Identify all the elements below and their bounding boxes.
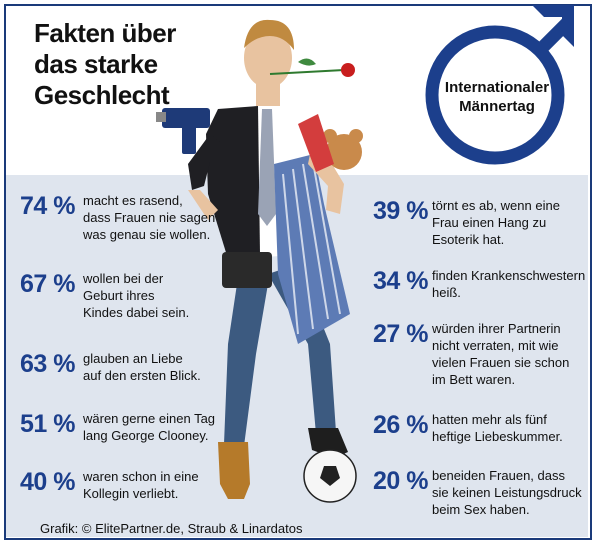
stat-description: macht es rasend, dass Frauen nie sagen w… [83, 193, 216, 242]
stat-percentage: 20 % [373, 467, 428, 495]
stat-item: 39 % törnt es ab, wenn eine Frau einen H… [373, 197, 590, 248]
stat-percentage: 40 % [20, 468, 75, 496]
stat-item: 67 % wollen bei der Geburt ihres Kindes … [20, 270, 223, 321]
stat-item: 26 % hatten mehr als fünf heftige Liebes… [373, 411, 590, 445]
stat-description: glauben an Liebe auf den ersten Blick. [83, 351, 201, 383]
stat-percentage: 51 % [20, 410, 75, 438]
man-with-drill-rose-and-apron-icon [156, 19, 363, 503]
stat-percentage: 63 % [20, 350, 75, 378]
stat-description: wären gerne einen Tag lang George Cloone… [83, 411, 216, 443]
headline-line-1: Fakten über [34, 18, 176, 48]
source-credit: Grafik: © ElitePartner.de, Straub & Lina… [40, 521, 303, 536]
stat-percentage: 74 % [20, 192, 75, 220]
stat-percentage: 27 % [373, 320, 428, 348]
stat-description: waren schon in eine Kollegin verliebt. [83, 469, 199, 501]
stat-description: beneiden Frauen, dass sie keinen Leistun… [432, 468, 582, 517]
stat-percentage: 34 % [373, 267, 428, 295]
stat-item: 40 % waren schon in eine Kollegin verlie… [20, 468, 223, 502]
stat-item: 51 % wären gerne einen Tag lang George C… [20, 410, 223, 444]
stat-description: hatten mehr als fünf heftige Liebeskumme… [432, 412, 563, 444]
stat-description: finden Krankenschwestern heiß. [432, 268, 586, 300]
stat-item: 63 % glauben an Liebe auf den ersten Bli… [20, 350, 223, 384]
stat-description: wollen bei der Geburt ihres Kindes dabei… [83, 271, 190, 320]
stat-item: 34 % finden Krankenschwestern heiß. [373, 267, 590, 301]
stat-percentage: 67 % [20, 270, 75, 298]
stat-item: 27 % würden ihrer Partnerin nicht verrat… [373, 320, 590, 388]
badge-label: Internationaler Männertag [444, 79, 550, 115]
stat-item: 20 % beneiden Frauen, dass sie keinen Le… [373, 467, 590, 518]
headline-line-3: Geschlecht [34, 80, 170, 110]
headline-line-2: das starke [34, 49, 158, 79]
stat-description: würden ihrer Partnerin nicht verraten, m… [432, 321, 570, 387]
stat-item: 74 % macht es rasend, dass Frauen nie sa… [20, 192, 223, 243]
stat-percentage: 26 % [373, 411, 428, 439]
stat-percentage: 39 % [373, 197, 428, 225]
male-symbol-icon [425, 5, 574, 165]
headline: Fakten über das starke Geschlecht [34, 18, 234, 111]
stat-description: törnt es ab, wenn eine Frau einen Hang z… [432, 198, 560, 247]
